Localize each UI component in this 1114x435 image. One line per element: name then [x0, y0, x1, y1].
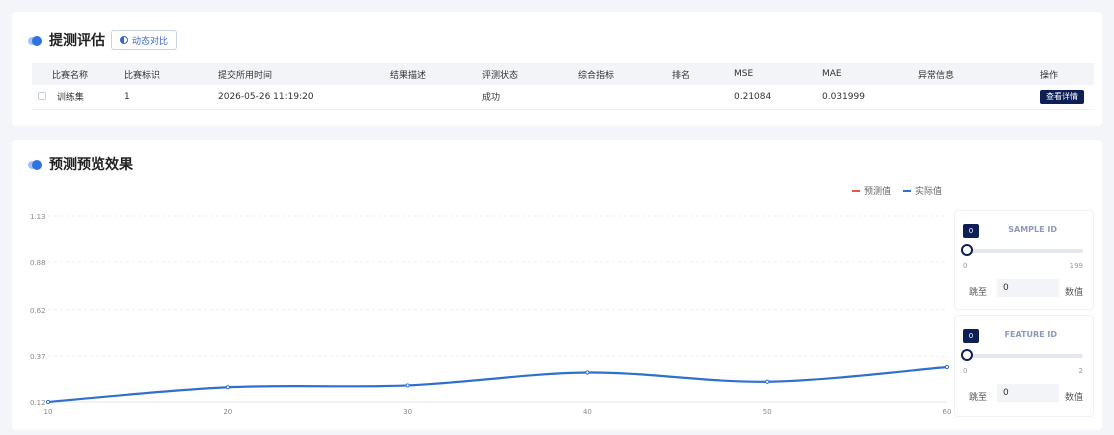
dynamic-compare-button[interactable]: 动态对比 [111, 30, 178, 50]
sample-value-badge: 0 [963, 224, 979, 238]
feature-unit-label: 数值 [1064, 393, 1083, 403]
legend-label-actual: 实际值 [914, 187, 942, 197]
chart-legend: 预测值 实际值 [840, 184, 942, 197]
col-status: 评测状态 [482, 70, 519, 81]
col-mse: MSE [734, 69, 754, 79]
y-tick-label: 0.88 [30, 259, 46, 267]
preview-header: 预测预览效果 [28, 154, 133, 174]
feature-id-label: FEATURE ID [1004, 330, 1057, 339]
feature-value-badge: 0 [963, 329, 979, 343]
col-desc: 结果描述 [390, 70, 427, 81]
col-error: 异常信息 [918, 70, 955, 81]
data-point[interactable] [45, 399, 51, 405]
data-point[interactable] [585, 370, 590, 375]
evaluation-title: 提测评估 [49, 33, 105, 49]
cell-mae: 0.031999 [822, 91, 865, 102]
feature-jump-input[interactable] [997, 384, 1059, 402]
evaluation-table: 比赛名称 比赛标识 提交所用时间 结果描述 评测状态 综合指标 排名 MSE M… [32, 63, 1094, 110]
cloud-icon [28, 35, 42, 46]
feature-min: 0 [963, 367, 968, 375]
feature-max: 2 [1078, 367, 1083, 375]
x-tick-label: 10 [44, 408, 53, 416]
cell-error [912, 85, 1034, 109]
x-tick-label: 60 [943, 408, 952, 416]
table-header-row: 比赛名称 比赛标识 提交所用时间 结果描述 评测状态 综合指标 排名 MSE M… [32, 63, 1094, 85]
legend-item-actual[interactable]: 实际值 [902, 184, 942, 197]
cell-name: 训练集 [32, 85, 118, 109]
y-tick-label: 0.12 [30, 399, 46, 407]
col-score: 综合指标 [578, 70, 615, 81]
x-tick-label: 40 [583, 408, 592, 416]
col-action: 操作 [1040, 70, 1059, 81]
data-point[interactable] [944, 364, 950, 370]
series-line-actual [47, 365, 948, 404]
col-time: 提交所用时间 [218, 70, 273, 81]
preview-title: 预测预览效果 [49, 157, 133, 173]
x-tick-label: 30 [403, 408, 412, 416]
col-id: 比赛标识 [124, 70, 161, 81]
sample-slider-track[interactable] [967, 249, 1083, 253]
data-point[interactable] [765, 379, 770, 384]
sample-jump-label: 跳至 [969, 288, 988, 298]
cell-score [572, 85, 666, 109]
cell-desc [384, 85, 476, 109]
legend-label-predicted: 预测值 [863, 187, 891, 197]
chart-grid [48, 215, 947, 403]
data-point[interactable] [405, 383, 410, 388]
row-checkbox[interactable] [38, 92, 46, 101]
legend-item-predicted[interactable]: 预测值 [851, 184, 891, 197]
y-tick-label: 1.13 [30, 213, 46, 221]
evaluation-header: 提测评估 动态对比 [28, 30, 178, 50]
sample-id-control: 0 SAMPLE ID 0 199 跳至 数值 [954, 210, 1094, 310]
contrast-icon [120, 36, 128, 44]
sample-jump-input[interactable] [997, 279, 1059, 297]
view-details-button[interactable]: 查看详情 [1040, 89, 1084, 104]
legend-swatch-predicted [851, 189, 860, 192]
dynamic-compare-label: 动态对比 [132, 35, 169, 46]
prediction-chart: 0.12 0.37 0.62 0.88 1.13 10 20 30 40 50 60 [30, 213, 952, 416]
x-tick-label: 50 [763, 408, 772, 416]
sample-slider-thumb[interactable] [961, 244, 973, 256]
cell-action: 查看详情 [1034, 85, 1094, 109]
sample-id-label: SAMPLE ID [1008, 225, 1057, 234]
y-axis-ticks: 0.12 0.37 0.62 0.88 1.13 [30, 213, 46, 407]
table-row: 训练集 1 2026-05-26 11:19:20 成功 0.21084 0.0… [32, 85, 1094, 109]
row-name: 训练集 [56, 93, 84, 104]
sample-min: 0 [963, 262, 968, 270]
cell-rank [666, 85, 728, 109]
y-tick-label: 0.37 [30, 353, 46, 361]
feature-id-control: 0 FEATURE ID 0 2 跳至 数值 [954, 315, 1094, 417]
feature-slider-thumb[interactable] [961, 349, 973, 361]
col-mae: MAE [822, 69, 842, 79]
chart-series [45, 364, 950, 405]
preview-card: 预测预览效果 预测值 实际值 0.12 0.37 0.62 0.88 1.13 10 20… [12, 140, 1102, 430]
sample-max: 199 [1069, 262, 1083, 270]
cell-time: 2026-05-26 11:19:20 [218, 91, 314, 102]
legend-swatch-actual [902, 189, 911, 192]
col-rank: 排名 [672, 70, 691, 81]
evaluation-card: 提测评估 动态对比 比赛名称 比赛标识 提交所用时间 结果描述 评测状态 综合指… [12, 12, 1102, 126]
feature-jump-label: 跳至 [969, 393, 988, 403]
x-axis-ticks: 10 20 30 40 50 60 [44, 408, 952, 416]
cell-status: 成功 [482, 93, 501, 104]
data-point[interactable] [225, 385, 230, 390]
cell-mse: 0.21084 [734, 91, 772, 102]
y-tick-label: 0.62 [30, 307, 46, 315]
cloud-icon [28, 159, 42, 170]
x-tick-label: 20 [223, 408, 232, 416]
sample-unit-label: 数值 [1064, 288, 1083, 298]
cell-id: 1 [124, 91, 130, 102]
feature-slider-track[interactable] [967, 354, 1083, 358]
col-name: 比赛名称 [52, 70, 89, 81]
